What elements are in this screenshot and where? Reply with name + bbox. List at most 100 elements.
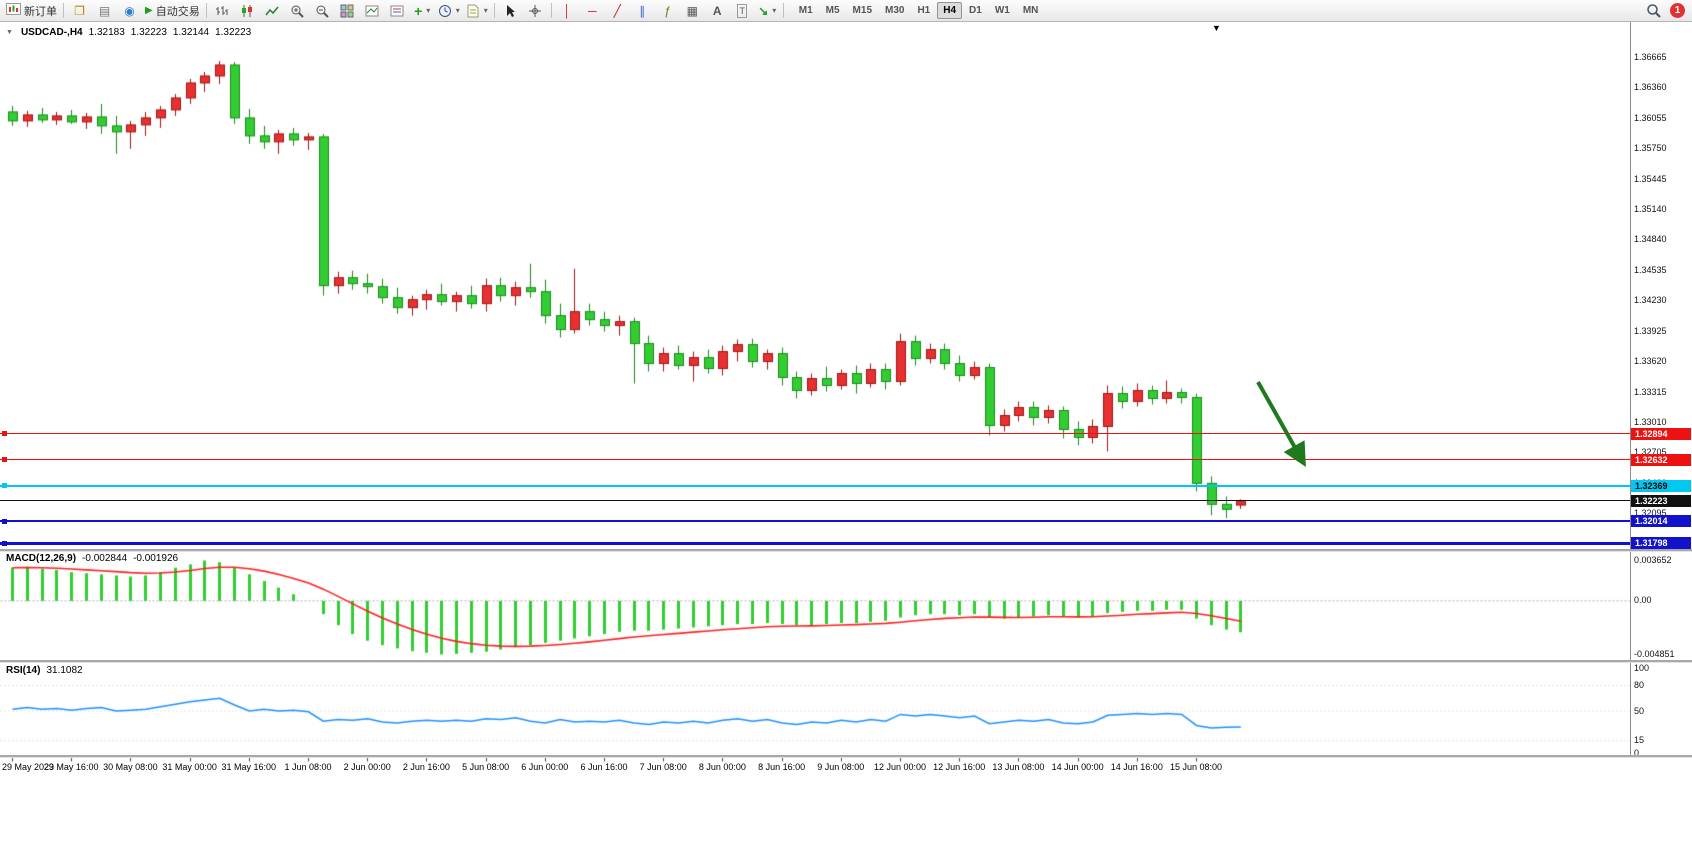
fibonacci-tool[interactable]: ƒ [655, 1, 680, 20]
resistance-line-1[interactable] [0, 433, 1630, 435]
time-axis-label: 14 Jun 00:00 [1051, 762, 1104, 772]
panel-separator-main-macd[interactable] [0, 549, 1692, 552]
timeframe-button-m5[interactable]: M5 [825, 5, 840, 16]
auto-trading-label: 自动交易 [155, 5, 200, 18]
resistance-line-1-handle[interactable] [2, 431, 7, 437]
line-chart-icon [265, 6, 279, 15]
timeframe-button-h1[interactable]: H1 [917, 5, 931, 16]
close-value: 1.32223 [215, 27, 252, 38]
search-icon [1647, 4, 1661, 18]
time-axis-label: 30 May 08:00 [103, 762, 158, 772]
chart-canvas[interactable] [0, 22, 1692, 842]
macd-signal-value: -0.001926 [133, 553, 179, 564]
zoom-out-button[interactable] [310, 1, 335, 20]
rsi-header: RSI(14) 31.1082 [6, 665, 83, 676]
search-button[interactable] [1641, 1, 1666, 20]
auto-trading-button[interactable]: ▶ 自动交易 [142, 1, 203, 20]
chart-collapse-toggle[interactable]: ▼ [6, 29, 13, 36]
support-line-blue-1[interactable] [0, 520, 1630, 523]
macd-header: MACD(12,26,9) -0.002844 -0.001926 [6, 553, 178, 564]
timeframe-button-m30[interactable]: M30 [885, 5, 905, 16]
alerts-icon: ◉ [124, 3, 135, 18]
windows-icon: ❐ [74, 3, 85, 18]
high-value: 1.32223 [130, 27, 167, 38]
channel-tool[interactable]: ∥ [630, 1, 655, 20]
line-chart-button[interactable] [260, 1, 285, 20]
current-price-line[interactable] [0, 500, 1630, 502]
price-axis-label: 1.36665 [1634, 52, 1667, 62]
support-line-blue-2-handle[interactable] [2, 540, 7, 546]
panel-separator-rsi-time [0, 755, 1692, 758]
chart-shift-marker[interactable]: ▼ [1212, 23, 1221, 33]
toolbar-separator [782, 3, 784, 18]
timeframe-button-w1[interactable]: W1 [994, 5, 1010, 16]
timeframe-button-d1[interactable]: D1 [969, 5, 982, 16]
rsi-title: RSI(14) [6, 665, 41, 676]
text-tool[interactable]: A [705, 1, 730, 20]
resistance-line-2-handle[interactable] [2, 457, 7, 463]
vertical-line-tool[interactable]: │ [555, 1, 580, 20]
new-order-icon [6, 2, 21, 19]
support-line-cyan[interactable] [0, 484, 1630, 487]
timeframe-button-mn[interactable]: MN [1022, 5, 1039, 16]
low-value: 1.32144 [172, 27, 210, 38]
shapes-tool[interactable]: ▦ [680, 1, 705, 20]
chevron-down-icon: ▾ [426, 6, 431, 15]
price-axis-label: 1.34535 [1634, 264, 1667, 275]
chart-header: ▼ USDCAD-,H4 1.32183 1.32223 1.32144 1.3… [6, 27, 251, 38]
timeframe-button-m1[interactable]: M1 [798, 5, 813, 16]
price-axis-label: 1.36055 [1634, 112, 1667, 123]
trend-arrow-annotation[interactable] [1240, 372, 1330, 482]
support-line-blue-2[interactable] [0, 541, 1630, 545]
price-axis-label: 1.33620 [1634, 356, 1667, 367]
notification-badge[interactable]: 1 [1670, 3, 1685, 18]
time-axis-label: 12 Jun 00:00 [873, 762, 927, 772]
cursor-icon [506, 4, 515, 17]
symbol-period-label: USDCAD-,H4 [20, 27, 83, 38]
profiles-button[interactable]: ▤ [92, 1, 117, 20]
price-axis-label: 1.33315 [1634, 386, 1667, 397]
chart-area: ▼ USDCAD-,H4 1.32183 1.32223 1.32144 1.3… [0, 22, 1692, 842]
add-indicator-button[interactable]: + ▾ [410, 1, 435, 20]
timeframe-button-h4[interactable]: H4 [937, 2, 963, 19]
horizontal-line-tool[interactable]: ─ [580, 1, 605, 20]
arrow-object-icon: ↘ [758, 3, 769, 18]
objects-list-button[interactable] [385, 1, 410, 20]
price-axis-label: 1.35140 [1634, 204, 1667, 215]
support-line-blue-1-badge: 1.32014 [1631, 515, 1691, 528]
support-line-cyan-handle[interactable] [2, 483, 7, 489]
windows-button[interactable]: ❐ [67, 1, 92, 20]
cursor-button[interactable] [498, 1, 523, 20]
price-axis-label: 1.35750 [1634, 143, 1667, 154]
trendline-icon: ╱ [613, 3, 621, 18]
indicators-window-button[interactable] [360, 1, 385, 20]
new-order-button[interactable]: 新订单 [3, 1, 60, 20]
zoom-in-button[interactable] [285, 1, 310, 20]
candlestick-chart-button[interactable] [235, 1, 260, 20]
panel-separator-macd-rsi[interactable] [0, 660, 1692, 663]
text-icon: A [712, 3, 722, 18]
time-axis-label: 6 Jun 16:00 [580, 762, 628, 772]
timeframe-button-m15[interactable]: M15 [852, 5, 872, 16]
zoom-in-icon [291, 5, 304, 18]
periods-button[interactable]: ▾ [435, 1, 463, 20]
price-axis-label: 1.32095 [1634, 508, 1667, 519]
tile-windows-button[interactable] [335, 1, 360, 20]
template-icon [467, 4, 479, 17]
label-tool[interactable]: T [730, 1, 755, 20]
templates-button[interactable]: ▾ [463, 1, 491, 20]
time-axis-label: 29 May 16:00 [43, 762, 99, 772]
price-axis-label: 1.33010 [1634, 416, 1667, 427]
resistance-line-2[interactable] [0, 459, 1630, 461]
trendline-tool[interactable]: ╱ [605, 1, 630, 20]
support-line-blue-1-handle[interactable] [2, 518, 7, 524]
tile-windows-icon [340, 4, 354, 17]
arrows-tool[interactable]: ↘ ▾ [755, 1, 780, 20]
fibonacci-icon: ƒ [663, 3, 671, 18]
alerts-button[interactable]: ◉ [117, 1, 142, 20]
bar-chart-button[interactable] [210, 1, 235, 20]
bar-chart-icon [216, 5, 228, 15]
price-axis-label: 1.32705 [1634, 447, 1667, 458]
crosshair-button[interactable] [523, 1, 548, 20]
profiles-icon: ▤ [98, 3, 111, 18]
